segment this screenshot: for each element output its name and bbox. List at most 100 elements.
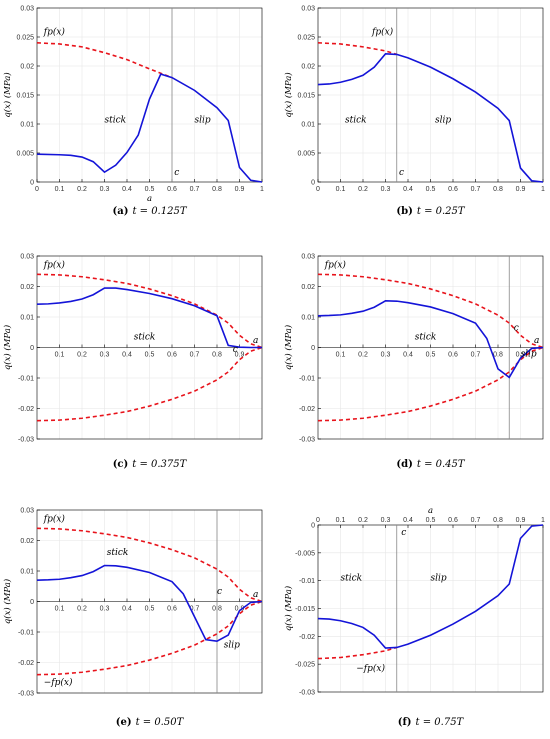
caption-label: (c) <box>113 459 129 470</box>
x-tick-label: 0.5 <box>426 517 436 524</box>
x-tick-label: 0.1 <box>55 186 65 193</box>
y-tick-label: 0.02 <box>20 284 34 291</box>
x-tick-label: 0.2 <box>358 186 368 193</box>
y-tick-label: 0.02 <box>20 64 34 71</box>
x-axis-label: a <box>147 194 152 204</box>
x-tick-label: 0.6 <box>167 606 177 613</box>
x-tick-label: 0.8 <box>493 186 503 193</box>
y-tick-label: 0 <box>30 599 34 606</box>
y-tick-label: 0.01 <box>20 569 34 576</box>
caption-text: t = 0.375T <box>132 459 187 470</box>
series-line-q-1 <box>36 73 263 183</box>
y-tick-label: 0.015 <box>297 93 315 100</box>
y-tick-label: -0.03 <box>299 690 315 697</box>
annotation-4: slip <box>224 640 240 650</box>
y-tick-label: -0.02 <box>299 634 315 641</box>
caption-label: (e) <box>116 717 132 728</box>
x-tick-label: 1 <box>541 517 545 524</box>
y-tick-label: 0 <box>311 523 315 530</box>
x-tick-label: 0.7 <box>190 606 200 613</box>
y-axis-label: q(x) (MPa) <box>283 586 294 631</box>
y-tick-label: 0.01 <box>301 315 315 322</box>
annotation-1: stick <box>105 115 127 125</box>
x-tick-label: 0 <box>35 186 39 193</box>
x-tick-label: 0.3 <box>381 517 391 524</box>
annotation-3: c <box>217 587 222 597</box>
y-axis-label: q(x) (MPa) <box>283 325 294 370</box>
series-line-q-2 <box>317 300 544 379</box>
caption-label: (b) <box>396 206 412 217</box>
x-tick-label: 0.8 <box>493 352 503 359</box>
x-tick-label: 0.5 <box>426 186 436 193</box>
x-tick-label: 0.2 <box>358 517 368 524</box>
y-tick-label: 0.01 <box>20 122 34 129</box>
annotation-1: stick <box>341 574 363 584</box>
x-tick-label: 0.4 <box>122 352 132 359</box>
x-tick-label: 0 <box>316 517 320 524</box>
x-tick-label: 0.3 <box>100 606 110 613</box>
x-tick-label: 0.9 <box>516 517 526 524</box>
annotation-0: fp(x) <box>371 27 394 38</box>
x-tick-label: 0.3 <box>100 186 110 193</box>
y-tick-label: -0.03 <box>299 437 315 444</box>
x-tick-label: 0.4 <box>403 186 413 193</box>
y-tick-label: -0.005 <box>295 550 315 557</box>
y-tick-label: -0.02 <box>18 406 34 413</box>
series-line-fp-1 <box>36 600 263 676</box>
series-line-fp-1 <box>317 346 544 422</box>
caption-text: t = 0.50T <box>136 717 185 728</box>
x-tick-label: 0.9 <box>235 352 245 359</box>
caption: (a) t = 0.125T <box>112 206 187 217</box>
chart-c: 0.1 0.2 0.3 0.4 0.5 0.6 0.7 0.8 0.9 -0.03 -0.02 -0.… <box>2 254 263 470</box>
series-line-q-1 <box>317 53 544 183</box>
y-tick-label: -0.015 <box>295 606 315 613</box>
annotation-2: a <box>253 590 258 600</box>
y-tick-label: -0.025 <box>295 662 315 669</box>
x-tick-label: 0.8 <box>212 186 222 193</box>
caption-text: t = 0.125T <box>132 206 187 217</box>
y-axis-label: q(x) (MPa) <box>2 579 13 624</box>
y-tick-label: 0 <box>311 345 315 352</box>
x-tick-label: 0.9 <box>516 186 526 193</box>
caption: (f) t = 0.75T <box>398 717 465 728</box>
annotation-2: slip <box>435 115 451 125</box>
series-line-fp-0 <box>36 527 263 603</box>
x-tick-label: 0.2 <box>77 606 87 613</box>
x-tick-label: 1 <box>541 186 545 193</box>
y-tick-label: -0.01 <box>299 376 315 383</box>
y-axis-label: q(x) (MPa) <box>283 72 294 117</box>
x-axis-label: a <box>428 506 433 516</box>
series-line-q-1 <box>317 524 544 649</box>
annotation-3: −fp(x) <box>356 663 385 674</box>
y-tick-label: -0.02 <box>18 660 34 667</box>
y-tick-label: 0.02 <box>301 64 315 71</box>
annotation-3: c <box>233 345 238 355</box>
annotation-2: slip <box>195 115 211 125</box>
y-tick-label: 0.005 <box>16 151 34 158</box>
annotation-0: fp(x) <box>43 260 66 271</box>
chart-b: 0 0.1 0.2 0.3 0.4 0.5 0.6 0.7 0.8 0.9 1 0 0.005 0.01 0… <box>283 6 545 218</box>
annotation-1: stick <box>415 333 437 343</box>
y-tick-label: -0.03 <box>18 691 34 698</box>
x-tick-label: 0.2 <box>77 186 87 193</box>
x-tick-label: 0.6 <box>448 352 458 359</box>
series-line-q-2 <box>36 564 263 642</box>
annotation-0: fp(x) <box>324 260 347 271</box>
caption: (d) t = 0.45T <box>396 459 465 470</box>
y-tick-label: 0.01 <box>301 122 315 129</box>
x-tick-label: 0.8 <box>212 352 222 359</box>
x-tick-label: 0.7 <box>471 517 481 524</box>
chart-f: 0 0.1 0.2 0.3 0.4 0.5 0.6 0.7 0.8 0.9 1 -0.03 -0.025… <box>283 506 545 728</box>
y-tick-label: -0.03 <box>18 437 34 444</box>
x-tick-label: 0.9 <box>516 352 526 359</box>
caption: (c) t = 0.375T <box>113 459 188 470</box>
caption-label: (f) <box>398 717 412 728</box>
y-tick-label: 0.03 <box>301 254 315 261</box>
series-line-fp-0 <box>36 273 263 349</box>
x-tick-label: 0.6 <box>448 517 458 524</box>
y-tick-label: -0.01 <box>18 376 34 383</box>
caption: (b) t = 0.25T <box>396 206 465 217</box>
x-tick-label: 0.6 <box>167 186 177 193</box>
annotation-3: c <box>514 324 519 334</box>
x-tick-label: 0.1 <box>336 517 346 524</box>
